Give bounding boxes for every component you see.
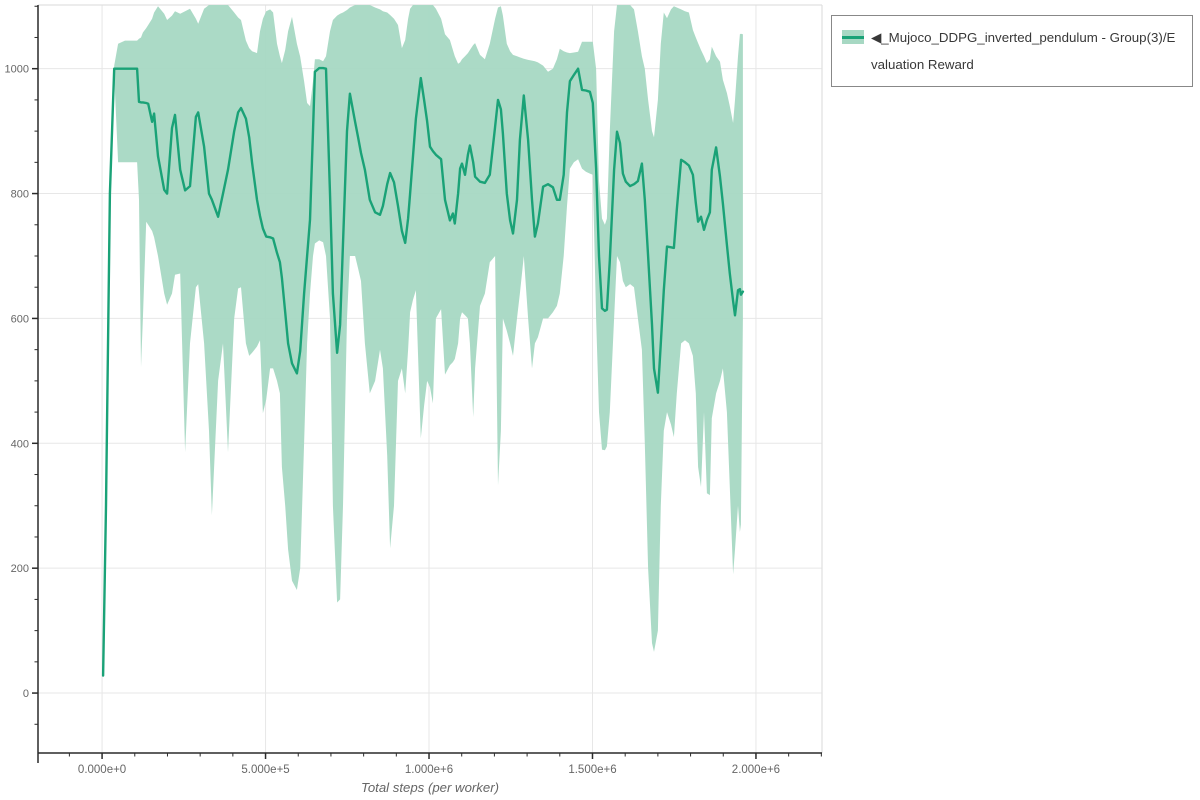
y-tick-label: 1000 — [5, 64, 29, 76]
confidence-band — [103, 5, 743, 676]
x-tick-label: 1.500e+6 — [568, 764, 616, 776]
legend-item[interactable]: ◀_Mujoco_DDPG_inverted_pendulum - Group(… — [842, 24, 1182, 78]
x-tick-label: 0.000e+0 — [78, 764, 126, 776]
legend-swatch — [842, 30, 864, 44]
legend-label: ◀_Mujoco_DDPG_inverted_pendulum - Group(… — [871, 30, 1176, 72]
y-tick-label: 400 — [11, 438, 29, 450]
chart-svg: 0 200 400 600 800 1000 0.000e+0 5.000e+5 1.000e+… — [5, 4, 823, 795]
x-tick-label: 2.000e+6 — [732, 764, 780, 776]
y-tick-label: 0 — [23, 688, 29, 700]
x-tick-label: 1.000e+6 — [405, 764, 453, 776]
x-tick-label: 5.000e+5 — [241, 764, 289, 776]
mean-line[interactable] — [101, 66, 745, 677]
y-tick-label: 800 — [11, 189, 29, 201]
legend-swatch-line-icon — [842, 35, 864, 39]
legend: ◀_Mujoco_DDPG_inverted_pendulum - Group(… — [831, 15, 1193, 87]
y-tick-label: 600 — [11, 313, 29, 325]
x-axis-title: Total steps (per worker) — [361, 780, 499, 795]
y-tick-label: 200 — [11, 563, 29, 575]
